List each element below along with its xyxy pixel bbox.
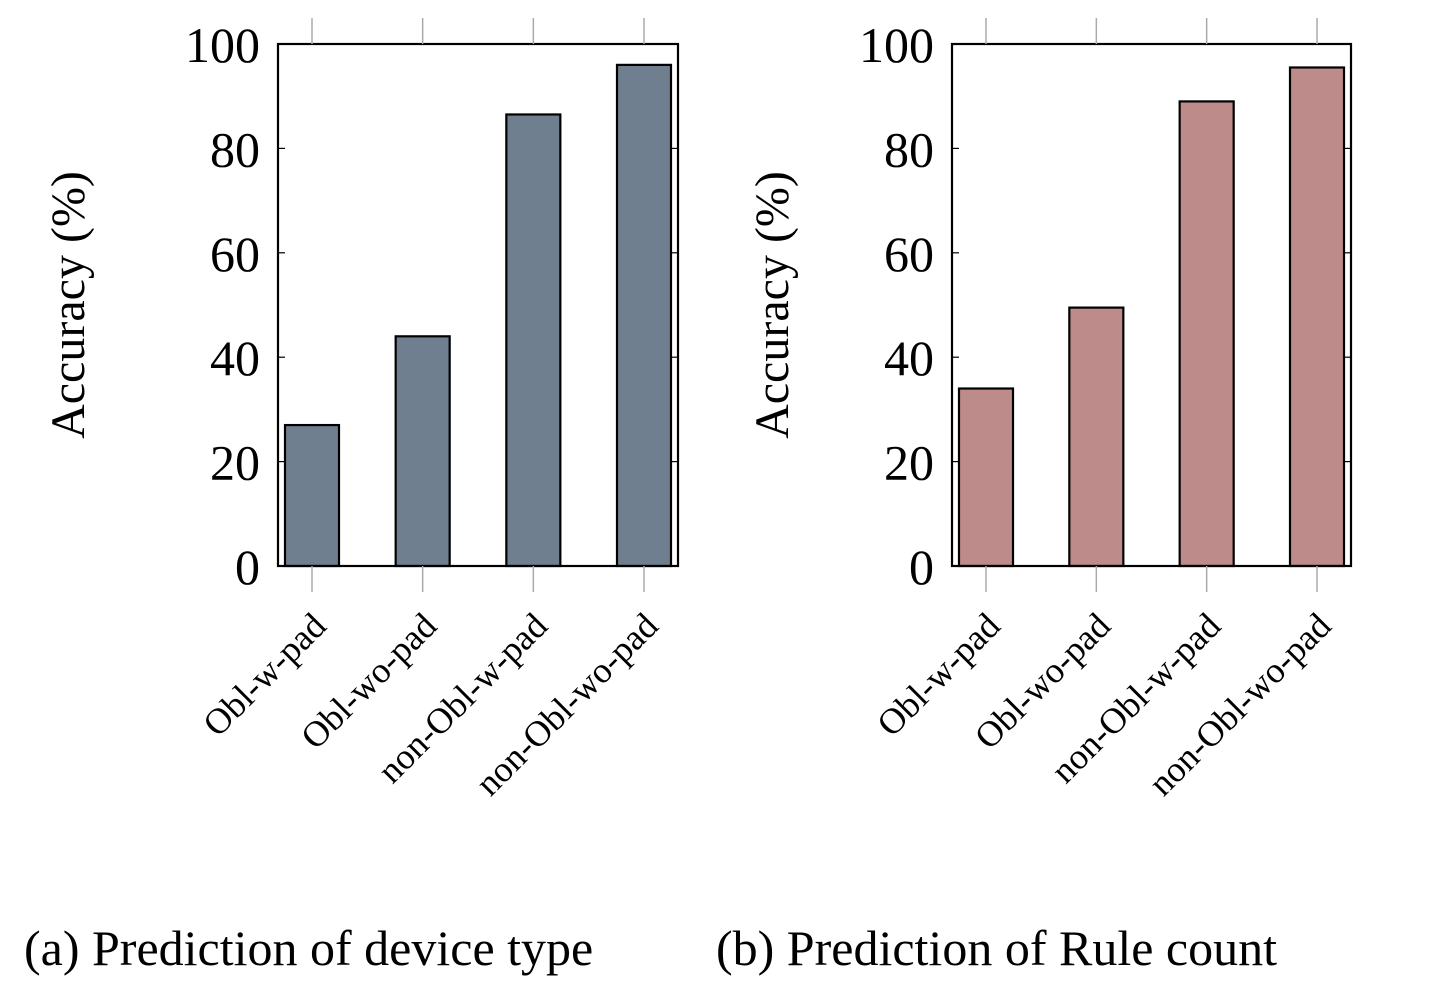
bar-obl-w-pad: [283, 423, 341, 568]
y-tick-label: 0: [235, 539, 260, 595]
y-tick-label: 20: [884, 435, 934, 491]
y-tick-label: 0: [909, 539, 934, 595]
y-axis-label: Accuracy (%): [746, 171, 799, 439]
y-tick-label: 60: [884, 226, 934, 282]
caption-device-type: (a) Prediction of device type: [24, 920, 594, 976]
y-axis-label: Accuracy (%): [42, 171, 95, 439]
bar-non-obl-w-pad: [505, 113, 562, 568]
caption-rule-count: (b) Prediction of Rule count: [716, 920, 1277, 976]
chart-panel-b: 020406080100Obl-w-padObl-wo-padnon-Obl-w…: [746, 17, 1353, 803]
charts-svg: 020406080100Obl-w-padObl-wo-padnon-Obl-w…: [42, 17, 1353, 803]
y-tick-label: 100: [185, 17, 260, 73]
y-tick-label: 80: [884, 121, 934, 177]
chart-panel-a: 020406080100Obl-w-padObl-wo-padnon-Obl-w…: [42, 17, 680, 803]
bar-obl-wo-pad: [1068, 306, 1125, 568]
y-tick-label: 40: [884, 330, 934, 386]
y-tick-label: 40: [210, 330, 260, 386]
bar-obl-w-pad: [957, 387, 1015, 568]
axis-frame: [950, 42, 1353, 568]
y-tick-label: 100: [859, 17, 934, 73]
bar-non-obl-wo-pad: [615, 63, 673, 568]
y-tick-label: 20: [210, 435, 260, 491]
bar-obl-wo-pad: [394, 335, 451, 568]
bar-non-obl-w-pad: [1178, 100, 1235, 568]
bar-non-obl-wo-pad: [1288, 66, 1346, 568]
y-tick-label: 60: [210, 226, 260, 282]
axis-frame: [276, 42, 680, 568]
y-tick-label: 80: [210, 121, 260, 177]
